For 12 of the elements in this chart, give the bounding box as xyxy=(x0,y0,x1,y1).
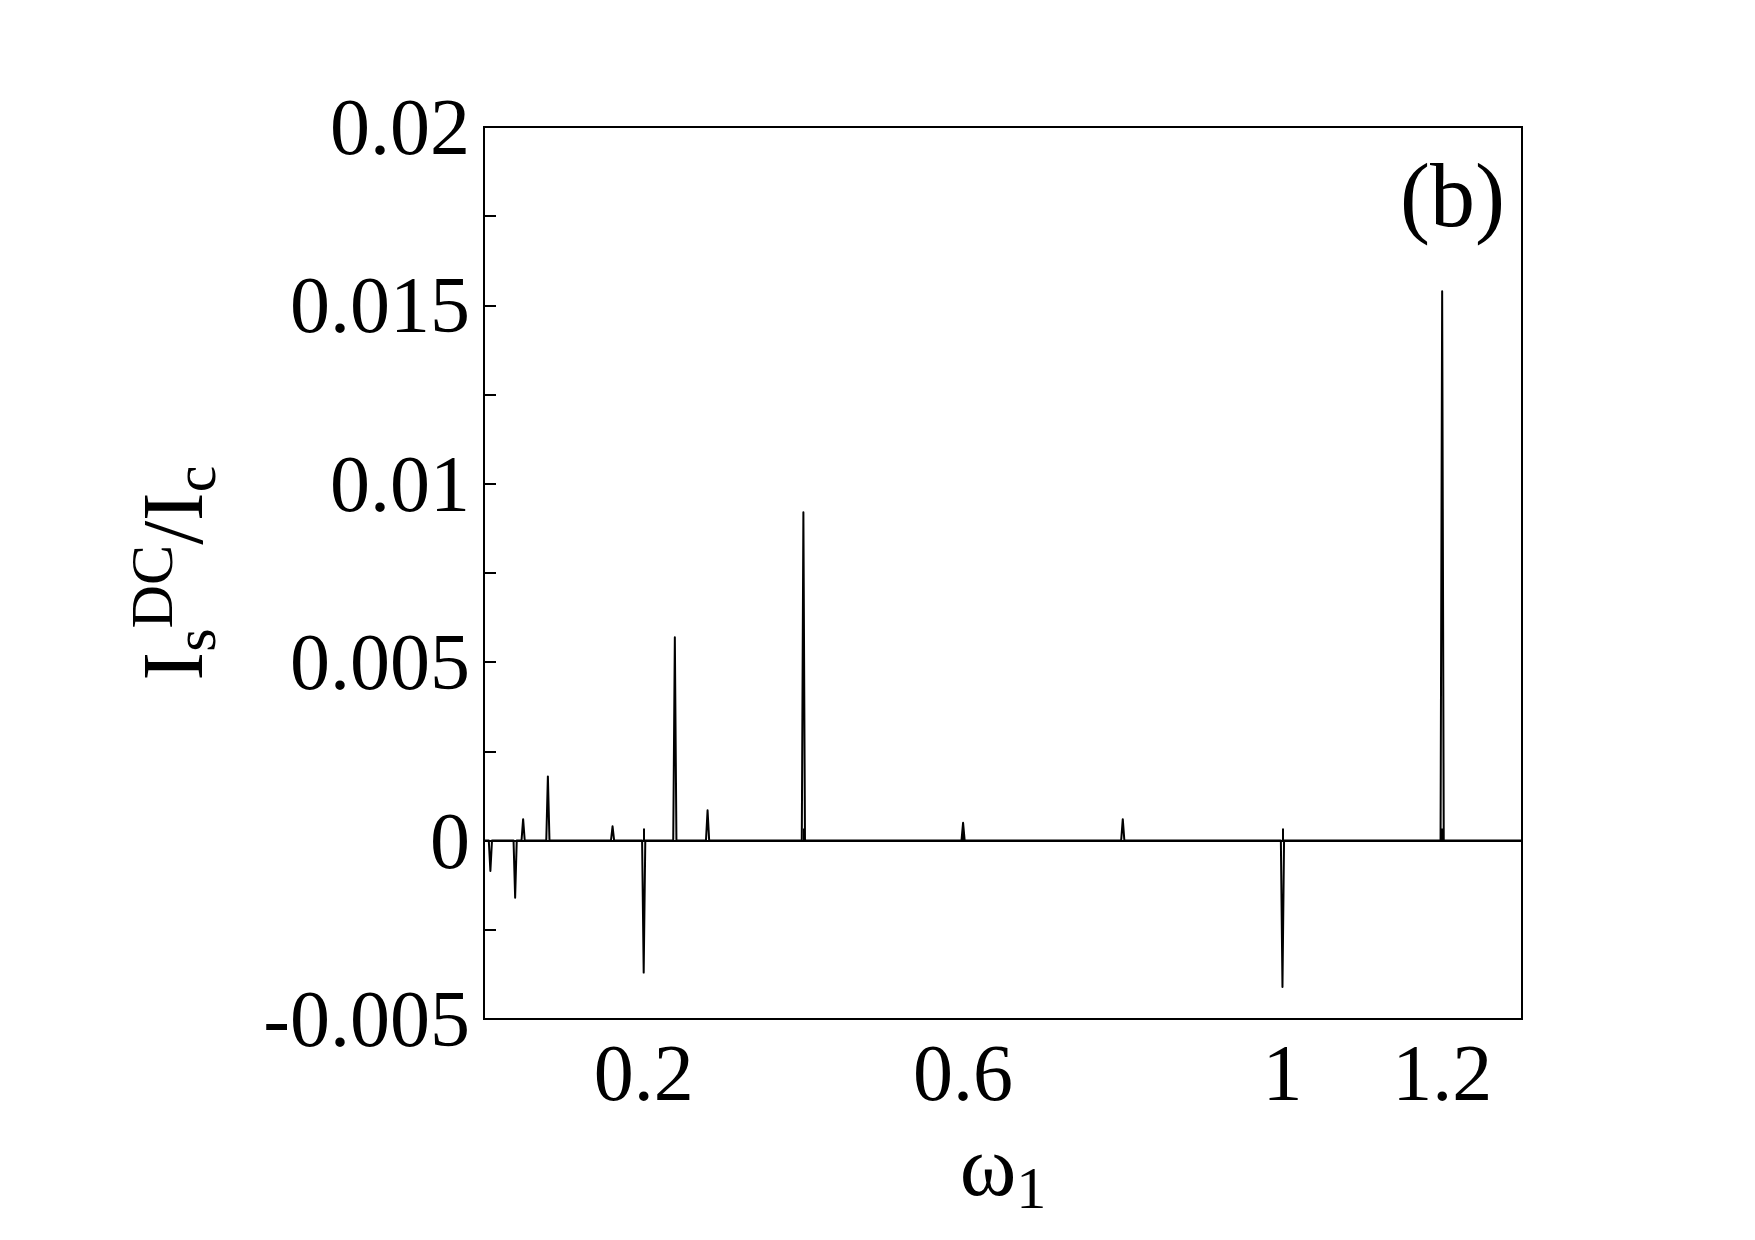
y-tick-label: 0.02 xyxy=(330,83,470,171)
y-tick-label: -0.005 xyxy=(263,975,470,1063)
x-tick-label: 1 xyxy=(1262,1029,1303,1117)
y-axis-title: IsDC/Ic xyxy=(117,465,228,681)
x-tick-label: 1.2 xyxy=(1392,1029,1493,1117)
annotation: (b) xyxy=(1400,145,1506,246)
y-tick-label: 0 xyxy=(430,796,470,885)
x-tick-label: 0.6 xyxy=(913,1029,1014,1117)
y-tick-label: 0.005 xyxy=(290,618,470,707)
x-tick-label: 0.2 xyxy=(593,1029,694,1117)
y-tick-label: 0.01 xyxy=(330,439,470,528)
y-tick-label: 0.015 xyxy=(290,261,470,350)
